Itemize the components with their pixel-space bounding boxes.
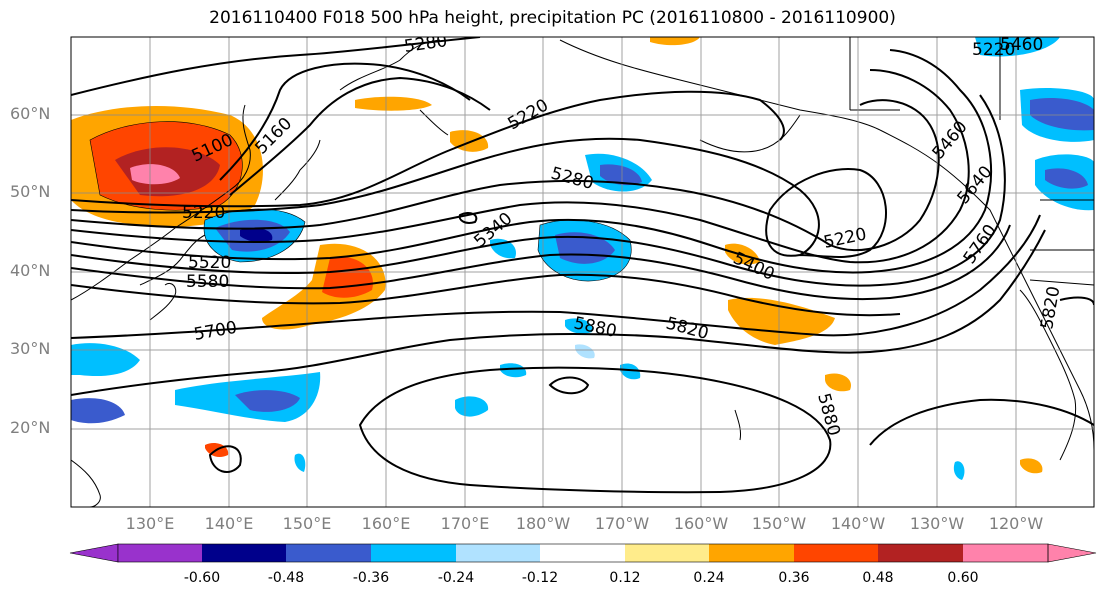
precip-outline xyxy=(89,121,632,282)
colorbar-tick-label: -0.60 xyxy=(183,570,221,586)
lon-label: 140°W xyxy=(830,514,886,533)
colorbar-segment xyxy=(286,544,371,562)
colorbar-segment xyxy=(625,544,709,562)
lon-label: 150°W xyxy=(751,514,807,533)
map-title: 2016110400 F018 500 hPa height, precipit… xyxy=(209,8,896,28)
contour-label: 5460 xyxy=(1000,35,1043,55)
lon-label: 120°W xyxy=(988,514,1044,533)
colorbar-extend-high xyxy=(1047,543,1097,563)
colorbar-tick-label: 0.36 xyxy=(778,570,810,586)
contour-label: 5580 xyxy=(186,272,229,292)
contour-label: 5520 xyxy=(188,253,231,273)
lat-label: 30°N xyxy=(10,339,51,358)
colorbar-segment xyxy=(709,544,794,562)
colorbar-segment xyxy=(456,544,540,562)
lon-label: 150°E xyxy=(282,514,332,533)
colorbar-tick-label: 0.60 xyxy=(947,570,979,586)
lat-label: 60°N xyxy=(10,104,51,123)
colorbar-segment xyxy=(371,544,456,562)
height-contours xyxy=(71,37,1094,494)
map-frame xyxy=(70,36,1095,508)
contour-label: 5220 xyxy=(182,203,225,223)
lon-label: 170°W xyxy=(594,514,650,533)
colorbar-segment xyxy=(202,544,286,562)
colorbar-segment xyxy=(878,544,963,562)
lon-label: 180°W xyxy=(515,514,571,533)
contour-label: 5220 xyxy=(972,40,1015,60)
lon-label: 160°W xyxy=(673,514,729,533)
colorbar-segment xyxy=(963,544,1048,562)
precip-negative-shading xyxy=(71,37,1094,480)
lat-label: 40°N xyxy=(10,261,51,280)
lat-label: 50°N xyxy=(10,182,51,201)
colorbar-tick-label: 0.48 xyxy=(862,570,894,586)
colorbar-tick-label: 0.24 xyxy=(693,570,725,586)
lon-label: 130°W xyxy=(909,514,965,533)
colorbar-segment xyxy=(540,544,625,562)
colorbar-segment xyxy=(794,544,878,562)
colorbar-tick-label: -0.24 xyxy=(437,570,475,586)
colorbar xyxy=(69,543,1097,563)
lat-label: 20°N xyxy=(10,418,51,437)
colorbar-extend-low xyxy=(69,543,119,563)
gridlines xyxy=(71,37,1094,507)
lon-label: 170°E xyxy=(440,514,490,533)
colorbar-tick-label: -0.48 xyxy=(267,570,305,586)
colorbar-tick-label: 0.12 xyxy=(609,570,641,586)
coastlines xyxy=(71,37,1094,507)
contour-label: 5280 xyxy=(403,31,449,57)
colorbar-outline xyxy=(117,543,1049,563)
colorbar-tick-label: -0.12 xyxy=(521,570,559,586)
colorbar-segment xyxy=(118,544,202,562)
lon-label: 130°E xyxy=(125,514,175,533)
lon-label: 160°E xyxy=(361,514,411,533)
colorbar-tick-label: -0.36 xyxy=(352,570,390,586)
map-area: 5280 5220 5160 5100 5220 5280 5340 5220 … xyxy=(71,31,1094,507)
lon-label: 140°E xyxy=(204,514,254,533)
